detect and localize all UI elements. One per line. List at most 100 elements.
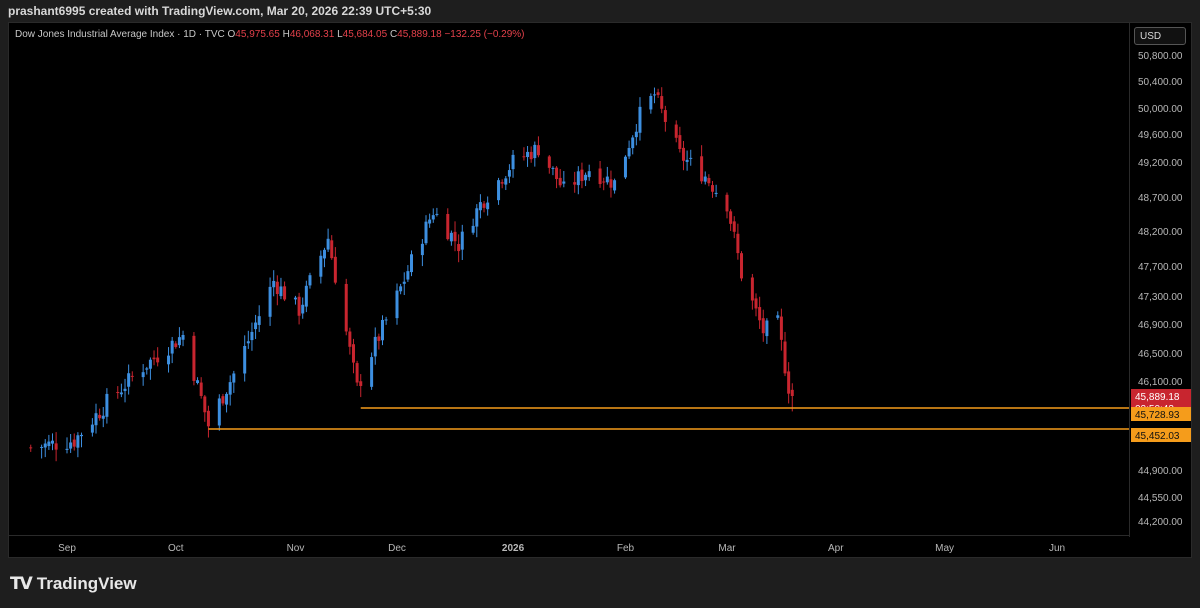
candle: [355, 360, 359, 387]
candle-body: [196, 380, 200, 384]
candle: [127, 364, 131, 395]
candle-body: [776, 315, 780, 318]
candle-body: [283, 286, 287, 300]
candle: [380, 315, 384, 346]
candle-body: [678, 135, 682, 150]
candle: [710, 180, 714, 198]
candle-body: [453, 231, 457, 242]
candle: [787, 362, 791, 404]
candle-body: [123, 388, 127, 391]
candle-body: [72, 439, 76, 447]
candle-body: [148, 359, 152, 369]
currency-button[interactable]: USD: [1134, 27, 1186, 45]
candle-body: [558, 177, 562, 186]
candle-body: [507, 170, 511, 177]
candle: [152, 350, 156, 366]
candle-body: [656, 92, 660, 95]
candle-body: [228, 382, 232, 395]
chart-frame[interactable]: Dow Jones Industrial Average Index · 1D …: [8, 22, 1192, 558]
close-label: C: [389, 29, 398, 40]
candle: [177, 327, 181, 349]
tradingview-footer: 𝗧𝗩 TradingView: [10, 572, 137, 596]
candle-body: [50, 440, 54, 444]
candle-body: [275, 281, 279, 295]
candle: [297, 292, 301, 325]
candle: [156, 347, 160, 367]
time-tick-label: Jun: [1049, 543, 1065, 554]
candle: [453, 221, 457, 252]
candle-body: [377, 336, 381, 341]
price-axis[interactable]: USD 50,800.00 50,400.00 50,000.00 49,600.00…: [1129, 23, 1191, 537]
candle-body: [623, 156, 627, 178]
candle-body: [206, 410, 210, 427]
candle: [634, 124, 638, 146]
candle: [250, 322, 254, 351]
candle-body: [638, 106, 642, 133]
candle: [395, 283, 399, 325]
candle: [486, 196, 490, 216]
candle-body: [199, 382, 203, 396]
candle-body: [272, 280, 276, 288]
candle: [246, 330, 250, 349]
time-axis-labels: Sep Oct Nov Dec 2026 Feb Mar Apr May Jun: [58, 543, 1065, 554]
candle: [206, 405, 210, 438]
candles-group: [29, 87, 794, 462]
candle-body: [576, 171, 580, 186]
candle: [348, 327, 352, 355]
candle: [69, 433, 73, 453]
candle: [783, 331, 787, 377]
candle-body: [424, 221, 428, 244]
candle: [613, 178, 617, 194]
candle: [660, 87, 664, 114]
candle-body: [449, 232, 453, 242]
candle-body: [551, 167, 555, 169]
candle: [167, 347, 171, 373]
price-tick-label: 50,000.00: [1138, 104, 1183, 115]
candle-body: [308, 275, 312, 286]
candle: [681, 141, 685, 171]
candle: [605, 166, 609, 185]
candle: [272, 270, 276, 297]
candle: [47, 434, 51, 450]
candle: [449, 230, 453, 246]
candle-body: [69, 442, 73, 449]
candle-body: [707, 177, 711, 184]
candle-body: [174, 343, 178, 348]
candle-body: [500, 182, 504, 184]
candle-body: [605, 176, 609, 183]
candle: [145, 366, 149, 375]
candle: [40, 444, 44, 459]
candle-body: [399, 286, 403, 292]
candle: [536, 136, 540, 158]
candle: [627, 140, 631, 159]
candle-body: [750, 277, 754, 301]
candle-body: [232, 373, 236, 383]
candle-body: [700, 156, 704, 182]
candle: [217, 394, 221, 431]
candle-body: [765, 320, 769, 337]
candle-body: [119, 392, 123, 395]
candle-body: [761, 318, 765, 334]
candle: [652, 87, 656, 104]
candlestick-chart[interactable]: [9, 23, 1129, 537]
symbol-title: Dow Jones Industrial Average Index · 1D …: [15, 29, 225, 40]
candle: [631, 135, 635, 155]
price-tick-label: 46,500.00: [1138, 349, 1183, 360]
candle-body: [410, 254, 414, 273]
candle-body: [395, 290, 399, 319]
candle-body: [703, 176, 707, 182]
candle-body: [555, 167, 559, 180]
candle: [725, 192, 729, 219]
candle-body: [384, 319, 388, 321]
candle: [428, 213, 432, 228]
candle-body: [326, 238, 330, 250]
candle: [703, 171, 707, 185]
candle-body: [279, 286, 283, 297]
candle-body: [250, 331, 254, 341]
candle: [181, 330, 185, 347]
candle-body: [47, 441, 51, 447]
time-axis[interactable]: Sep Oct Nov Dec 2026 Feb Mar Apr May Jun: [9, 535, 1129, 557]
candle: [196, 377, 200, 385]
candle: [279, 277, 283, 300]
open-label: O: [227, 29, 236, 40]
